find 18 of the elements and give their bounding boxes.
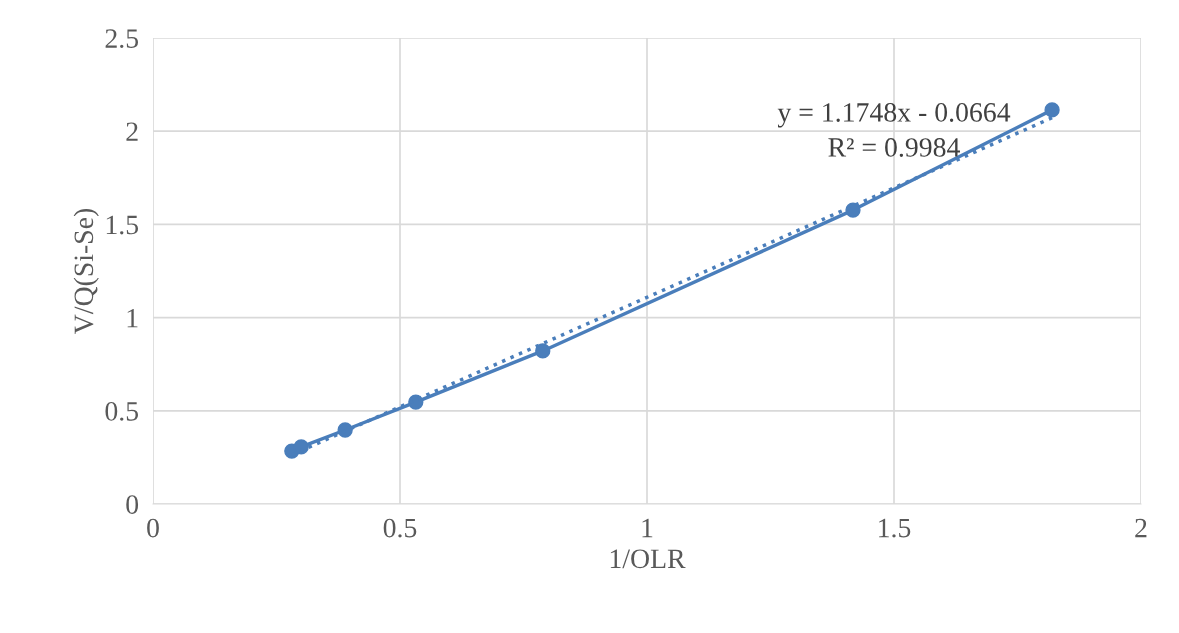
y-axis-title: V/Q(Si-Se) bbox=[73, 208, 99, 334]
annotation: R² = 0.9984 bbox=[828, 138, 960, 157]
y-tick-label: 0.5 bbox=[105, 401, 139, 421]
y-tick-label: 2 bbox=[126, 122, 138, 141]
x-axis-title: 1/OLR bbox=[610, 549, 686, 569]
y-tick-label: 1.5 bbox=[106, 215, 139, 235]
y-tick-label: 0 bbox=[126, 495, 139, 514]
y-tick-label: 1 bbox=[127, 308, 138, 328]
x-tick-label: 1 bbox=[642, 518, 653, 538]
annotation: y = 1.1748x - 0.0664 bbox=[777, 103, 1011, 128]
point bbox=[1044, 102, 1060, 118]
y-tick-label: 2.5 bbox=[105, 29, 139, 49]
x-tick-label: 2 bbox=[1135, 518, 1147, 538]
point bbox=[535, 343, 551, 359]
x-tick-label: 0 bbox=[147, 518, 159, 538]
point bbox=[293, 439, 309, 455]
x-tick-label: 0.5 bbox=[383, 518, 417, 538]
x-tick-label: 1.5 bbox=[879, 518, 911, 538]
